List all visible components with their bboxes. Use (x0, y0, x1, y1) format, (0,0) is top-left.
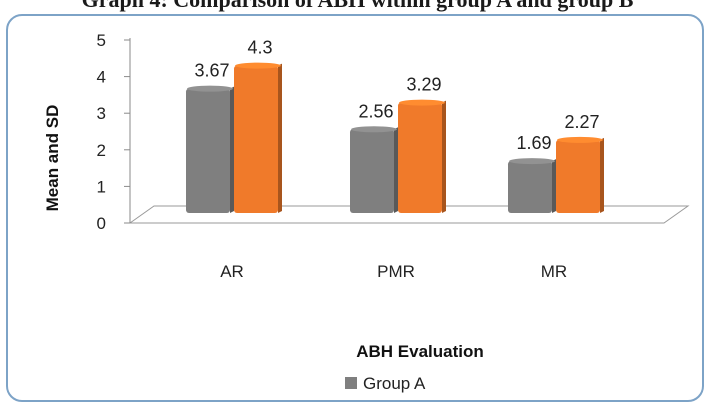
data-label: 2.56 (358, 101, 393, 121)
x-category-label: AR (220, 262, 244, 281)
bar-top (399, 99, 445, 106)
legend-label: Group A (363, 374, 426, 393)
bar-side (230, 86, 234, 213)
bar-side (552, 159, 556, 213)
y-axis-title: Mean and SD (43, 105, 62, 212)
data-label: 1.69 (516, 133, 551, 153)
data-label: 4.3 (247, 38, 272, 58)
bar-top (235, 62, 281, 69)
bar-pmr-series-1 (350, 129, 394, 213)
legend: Group A (345, 374, 426, 393)
bar-ar-series-2 (234, 65, 278, 214)
bars (186, 62, 604, 214)
data-label: 2.27 (564, 112, 599, 132)
y-tick-label: 4 (97, 68, 106, 87)
bar-side (278, 63, 282, 214)
bar-mr-series-1 (508, 161, 552, 213)
x-category-label: PMR (377, 262, 415, 281)
bar-top (557, 136, 603, 143)
x-axis-title: ABH Evaluation (356, 342, 484, 361)
y-tick-label: 0 (97, 214, 106, 233)
data-label: 3.29 (406, 75, 441, 95)
x-category-label: MR (541, 262, 567, 281)
bar-side (600, 137, 604, 213)
data-labels: 3.67 4.3 AR 2.56 3.29 PMR 1.69 2.27 MR (194, 38, 599, 281)
bar-side (442, 100, 446, 213)
bar-ar-series-1 (186, 88, 230, 213)
bar-top (509, 158, 555, 165)
bar-top (187, 85, 233, 92)
bar-pmr-series-2 (398, 102, 442, 213)
bar-mr-series-2 (556, 139, 600, 213)
bar-top (351, 126, 397, 133)
y-tick-label: 5 (97, 31, 106, 50)
y-tick-label: 1 (97, 177, 106, 196)
data-label: 3.67 (194, 61, 229, 81)
legend-swatch (345, 377, 357, 389)
page-title: Graph 4: Comparison of ABH within group … (0, 0, 715, 13)
y-tick-label: 2 (97, 141, 106, 160)
y-tick-label: 3 (97, 104, 106, 123)
y-axis: 0 1 2 3 4 5 (97, 31, 131, 233)
bar-side (394, 127, 398, 213)
